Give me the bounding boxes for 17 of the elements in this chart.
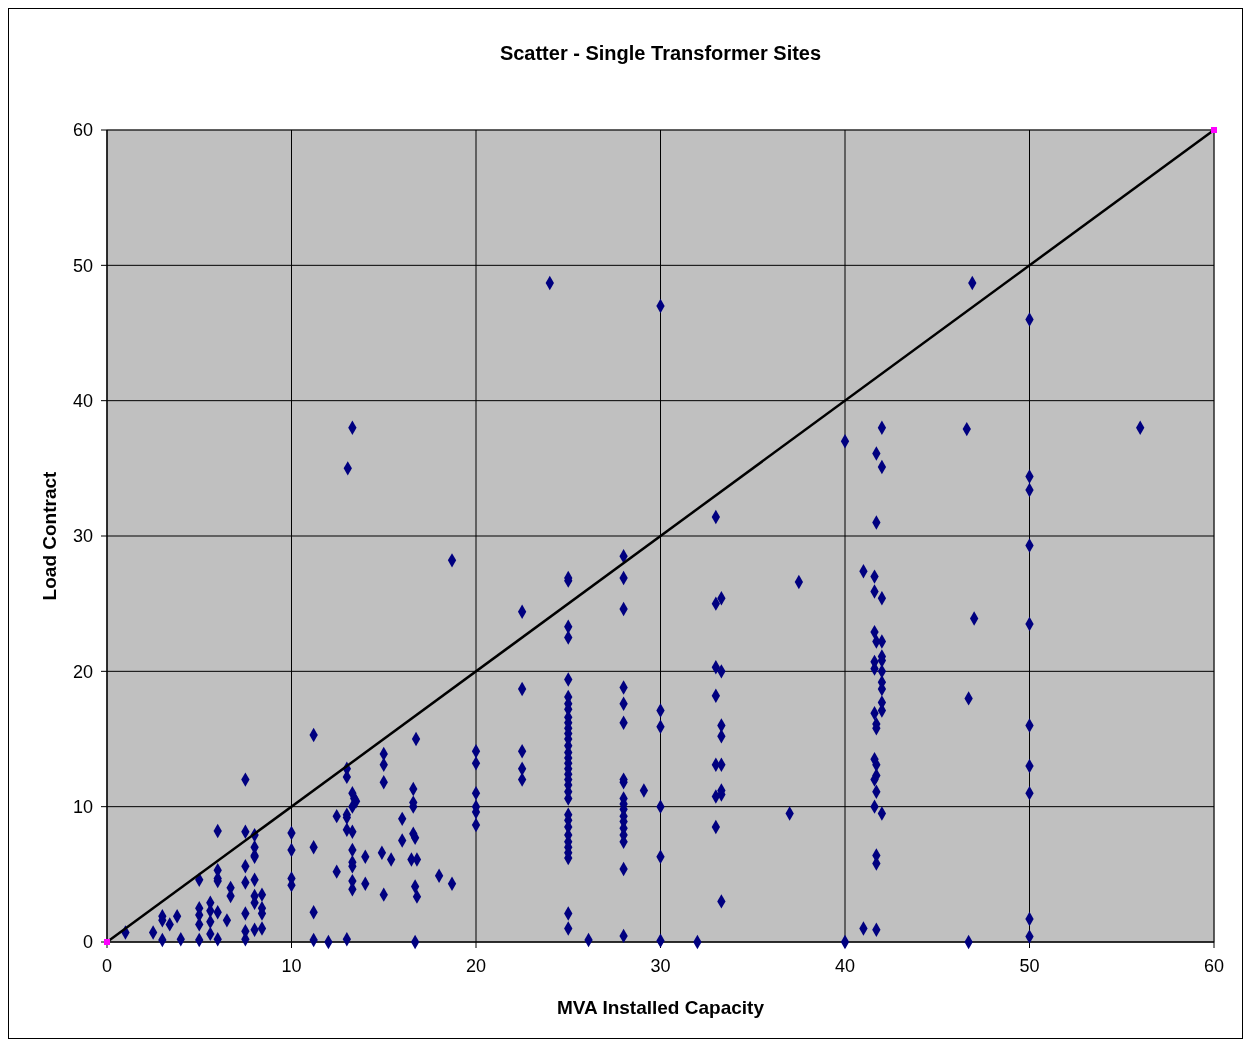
chart-title: Scatter - Single Transformer Sites [499,42,822,64]
y-tick-label: 10 [72,796,93,817]
y-tick-label: 40 [72,390,93,411]
y-tick-label: 50 [72,255,93,276]
x-tick-label: 10 [281,956,302,976]
x-tick-label: 20 [465,956,487,976]
x-axis-title: MVA Installed Capacity [557,997,765,1018]
y-tick-label: 60 [72,120,93,141]
y-tick-label: 0 [82,932,93,953]
y-tick-label: 30 [72,526,93,547]
x-tick-label: 40 [834,956,856,976]
x-tick-label: 30 [650,956,671,976]
x-tick-label: 50 [1019,956,1040,976]
y-tick-label: 20 [72,661,93,682]
x-tick-label: 60 [1203,956,1225,976]
y-axis-title: Load Contract [39,470,60,601]
x-tick-label: 0 [101,956,113,976]
